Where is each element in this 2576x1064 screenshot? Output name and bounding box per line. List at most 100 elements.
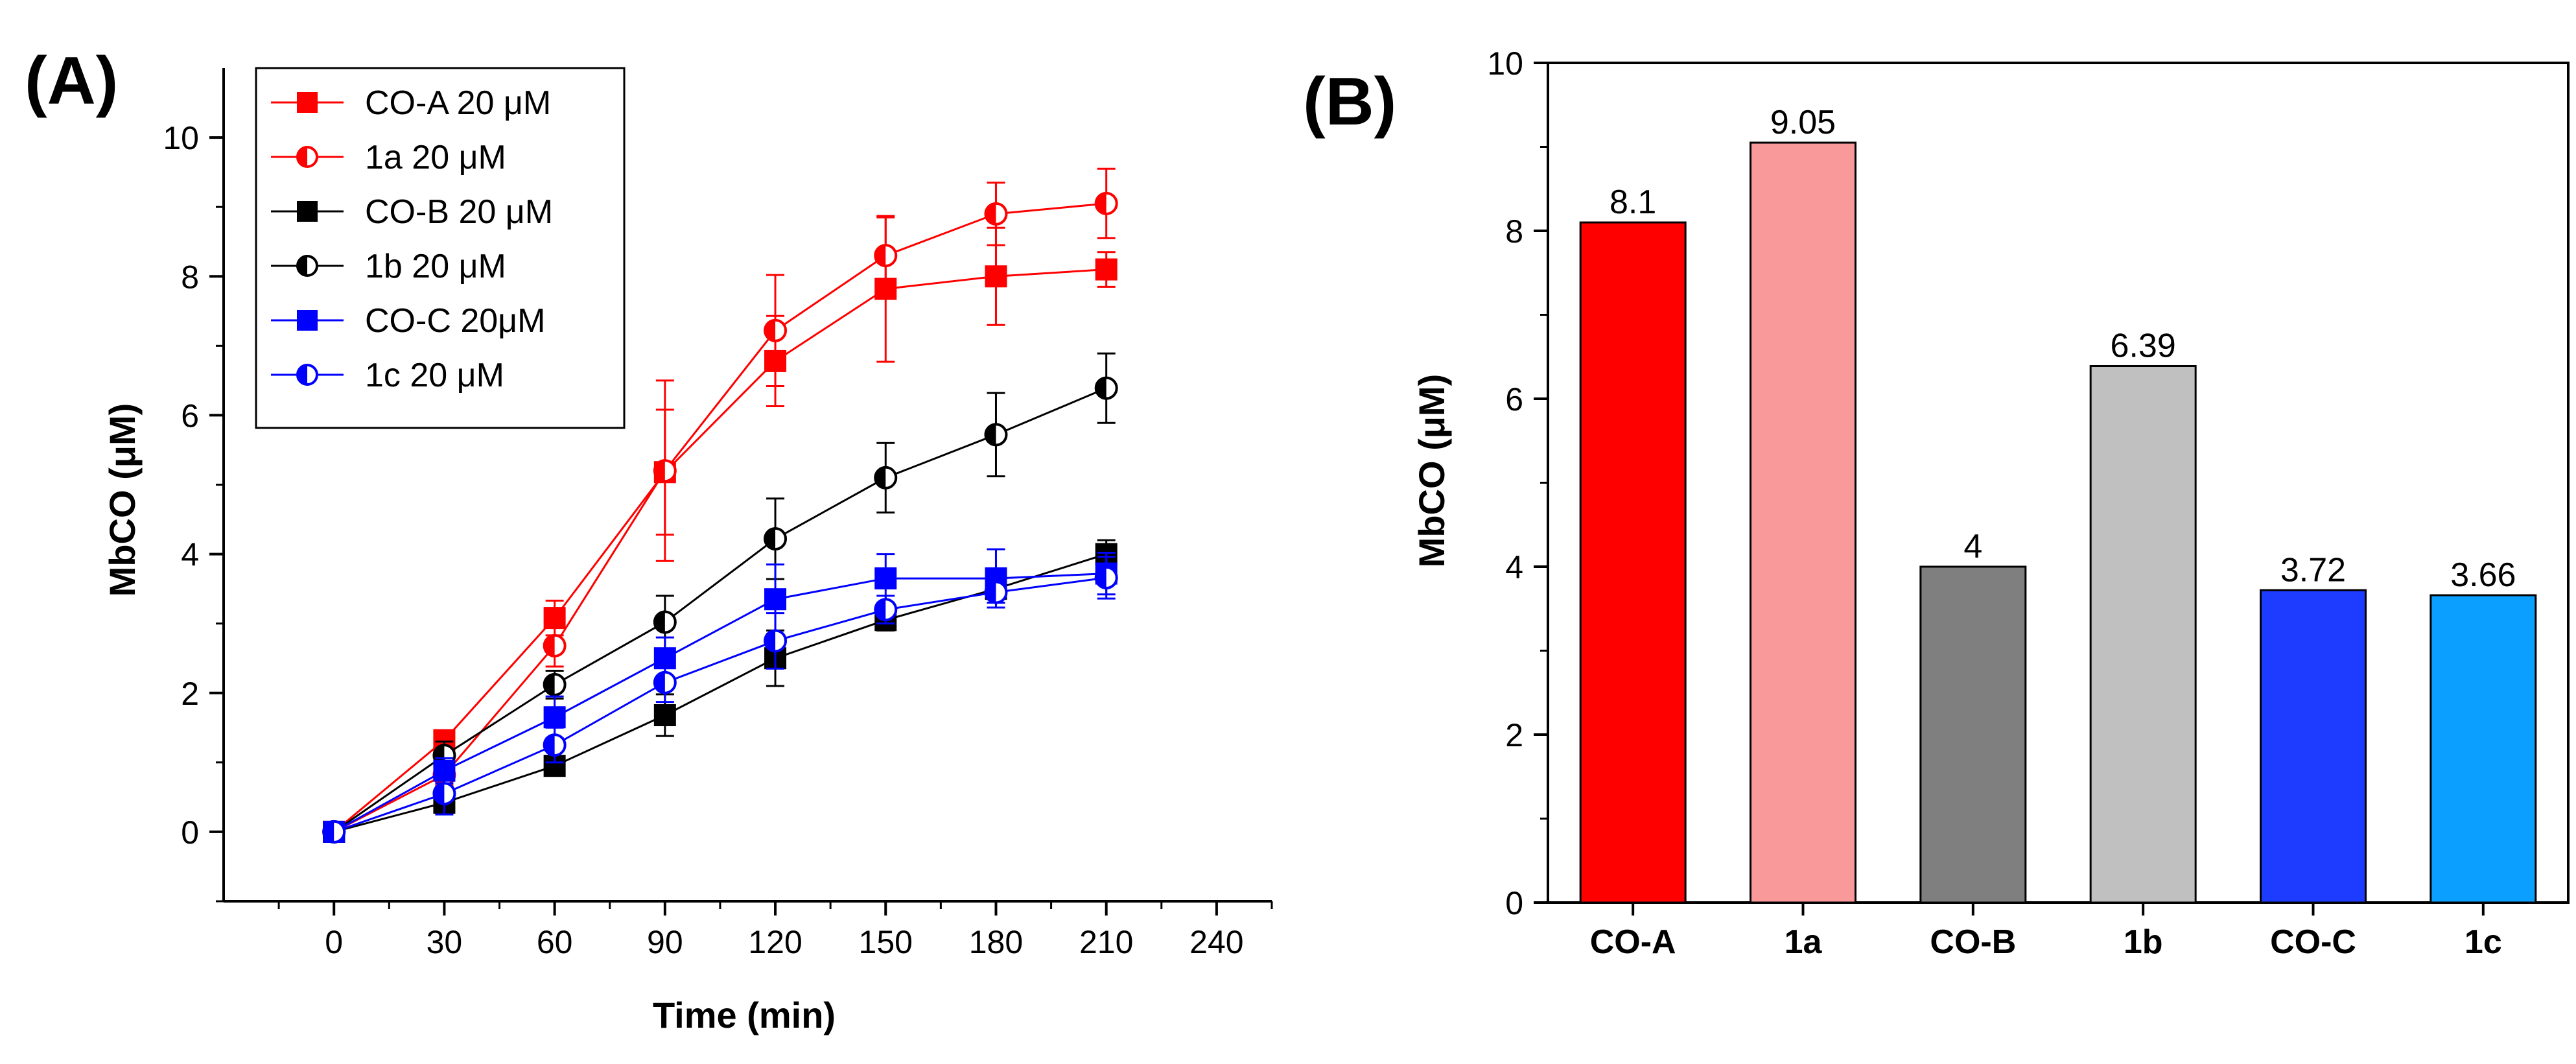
legend-entry-label: 1c 20 μM — [365, 357, 504, 394]
marker-fill — [765, 320, 776, 341]
bar-value-label: 6.39 — [2111, 327, 2176, 364]
series-line — [333, 573, 1107, 833]
panel-b-frame — [1547, 62, 2570, 904]
legend-marker — [297, 201, 318, 222]
data-point — [653, 610, 677, 634]
legend-entry-label: 1a 20 μM — [365, 139, 506, 176]
marker-fill — [985, 203, 996, 224]
marker-fill — [1095, 377, 1107, 399]
data-point — [543, 633, 567, 657]
bar-1a — [1750, 141, 1856, 904]
panel-b: (B) 0 2 4 6 8 10 8.1 CO-A 9.05 1a 4 CO-B 6.39 1b 3.72… — [1303, 45, 2570, 961]
panel-a-series — [322, 167, 1118, 844]
data-point — [543, 672, 567, 696]
panel-b-y-tick-label: 4 — [1505, 549, 1523, 585]
marker-fill — [875, 599, 886, 621]
panel-a-series-5 — [322, 556, 1118, 844]
data-point — [764, 527, 788, 551]
panel-a-x-tick-label: 120 — [748, 924, 802, 960]
bar-CO-A — [1579, 221, 1687, 904]
category-label: CO-A — [1590, 923, 1676, 961]
marker-fill — [654, 460, 665, 482]
bar-value-label: 4 — [1963, 528, 1982, 565]
legend-marker — [296, 364, 318, 386]
panel-a-label: (A) — [25, 43, 118, 119]
bar-1c — [2430, 594, 2537, 904]
series-line — [333, 387, 1107, 833]
data-point — [653, 704, 676, 727]
data-point — [653, 459, 677, 483]
legend-entry-label: CO-C 20μM — [365, 302, 545, 340]
panel-a-x-tick-label: 180 — [969, 924, 1023, 960]
panel-a: (A) 0 2 4 6 8 10 0 30 60 90 120 150 180 210 240 CO-A 2… — [25, 43, 1273, 1035]
panel-b-y-axis-title: MbCO (μM) — [1411, 374, 1452, 568]
panel-a-x-tick-label: 90 — [647, 924, 683, 960]
category-label: 1a — [1785, 923, 1823, 961]
panel-a-y-tick-label: 8 — [181, 259, 199, 295]
legend-marker — [296, 146, 318, 168]
marker-fill — [985, 424, 996, 445]
panel-a-x-tick-label: 210 — [1079, 924, 1133, 960]
data-point — [984, 202, 1008, 226]
data-point — [543, 706, 566, 729]
legend-entry-label: CO-A 20 μM — [365, 84, 551, 122]
data-point — [1094, 376, 1118, 400]
panel-a-x-tick-label: 30 — [427, 924, 463, 960]
panel-a-y-tick-label: 6 — [181, 397, 199, 434]
data-point — [432, 782, 456, 806]
data-point — [653, 670, 677, 694]
marker-fill — [875, 467, 886, 488]
panel-b-bars: 8.1 CO-A 9.05 1a 4 CO-B 6.39 1b 3.72 CO-C 3.66 1c — [1579, 104, 2537, 961]
marker-fill — [298, 256, 307, 276]
panel-a-y-tick-label: 4 — [181, 537, 199, 573]
marker-fill — [323, 821, 334, 842]
marker-fill — [875, 245, 886, 266]
legend-marker — [296, 255, 318, 277]
marker-fill — [654, 611, 665, 633]
legend-entry-label: CO-B 20 μM — [365, 193, 553, 231]
data-point — [1095, 258, 1118, 281]
panel-a-y-tick-label: 10 — [163, 120, 199, 156]
marker-fill — [544, 674, 555, 695]
series-line — [333, 553, 1107, 833]
panel-a-x-tick-label: 60 — [537, 924, 573, 960]
data-point — [1094, 191, 1118, 215]
legend-marker — [297, 310, 318, 331]
marker-fill — [298, 365, 307, 384]
series-line — [333, 268, 1107, 833]
panel-a-x-tick-label: 150 — [859, 924, 913, 960]
marker-fill — [1095, 193, 1107, 214]
marker-fill — [544, 735, 555, 756]
legend-marker — [297, 92, 318, 113]
panel-a-x-tick-label: 0 — [325, 924, 343, 960]
panel-a-axes: 0 2 4 6 8 10 0 30 60 90 120 150 180 210 240 — [163, 68, 1273, 960]
data-point — [874, 466, 898, 490]
data-point — [764, 318, 788, 342]
bar-1b — [2089, 364, 2197, 904]
marker-fill — [298, 147, 307, 167]
data-point — [322, 820, 346, 844]
category-label: CO-C — [2270, 923, 2356, 961]
marker-fill — [544, 635, 555, 656]
panel-a-x-axis-title: Time (min) — [653, 995, 836, 1035]
panel-b-y-tick-label: 10 — [1487, 45, 1523, 82]
panel-b-axes: 0 2 4 6 8 10 — [1487, 45, 2570, 921]
panel-a-y-axis-title: MbCO (μM) — [102, 403, 143, 597]
data-point — [1094, 565, 1118, 589]
marker-fill — [765, 528, 776, 550]
series-line — [333, 202, 1107, 833]
marker-fill — [765, 630, 776, 652]
data-point — [764, 588, 787, 611]
data-point — [984, 423, 1008, 447]
bar-value-label: 8.1 — [1610, 183, 1656, 221]
data-point — [985, 265, 1007, 288]
data-point — [984, 580, 1008, 604]
panel-b-label: (B) — [1303, 64, 1396, 139]
panel-a-y-tick-label: 0 — [181, 814, 199, 851]
panel-b-y-tick-label: 6 — [1505, 381, 1523, 418]
panel-a-legend: CO-A 20 μM 1a 20 μM CO-B 20 μM 1b 20 μM CO-C… — [255, 67, 626, 429]
legend-box — [255, 67, 626, 429]
bar-CO-C — [2260, 589, 2367, 904]
category-label: 1b — [2124, 923, 2163, 961]
